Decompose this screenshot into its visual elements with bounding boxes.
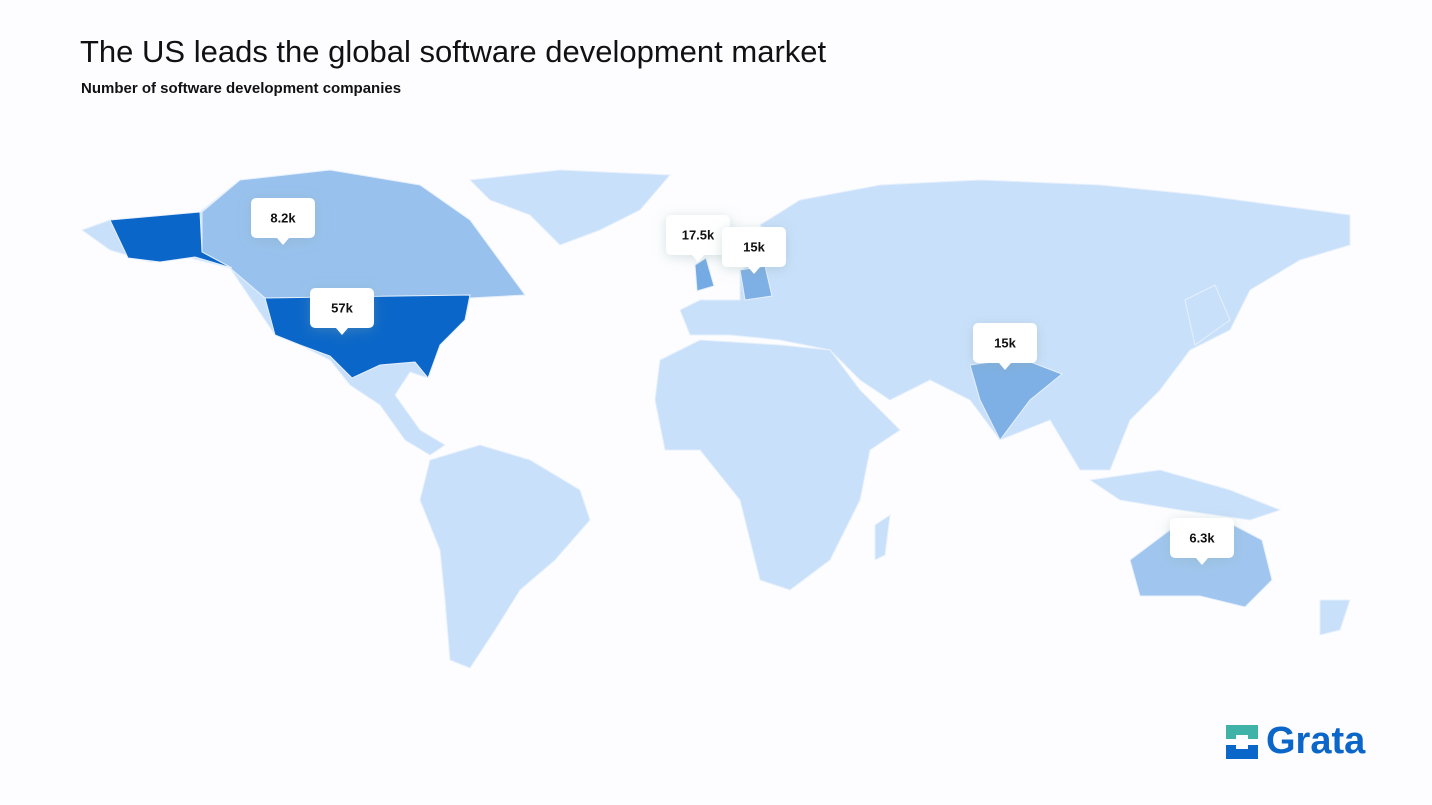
callout-label: 8.2k: [270, 210, 296, 225]
region: [201, 169, 526, 299]
callout-label: 57k: [331, 300, 353, 315]
land: [874, 513, 891, 561]
region: [694, 257, 715, 292]
callout-box: [251, 198, 315, 245]
logo: Grata: [1226, 720, 1365, 763]
callout: [722, 227, 786, 274]
land: [419, 444, 591, 669]
callout: [666, 215, 730, 262]
callout-label: 17.5k: [682, 227, 715, 242]
callout-box: [310, 288, 374, 335]
callout-box: [666, 215, 730, 262]
callout-box: [1170, 518, 1234, 565]
land: [468, 169, 672, 246]
land: [1319, 599, 1351, 636]
callout-box: [973, 323, 1037, 370]
callout: [973, 323, 1037, 370]
callout: [310, 288, 374, 335]
callout-label: 15k: [743, 239, 765, 254]
callout: [251, 198, 315, 245]
chart-subtitle: Number of software development companies: [81, 80, 402, 97]
callout-box: [722, 227, 786, 274]
land: [1088, 469, 1282, 521]
logo-icon: [1226, 724, 1258, 759]
callout-label: 6.3k: [1189, 530, 1215, 545]
region: [109, 211, 471, 380]
logo-text: Grata: [1266, 720, 1366, 762]
chart-title: The US leads the global software develop…: [80, 34, 827, 69]
land: [654, 339, 901, 591]
callouts: 8.2k 57k 17.5k 15k 15k 6.3k: [251, 198, 1234, 565]
callout: [1170, 518, 1234, 565]
land: [1184, 284, 1231, 346]
callout-label: 15k: [994, 335, 1016, 350]
